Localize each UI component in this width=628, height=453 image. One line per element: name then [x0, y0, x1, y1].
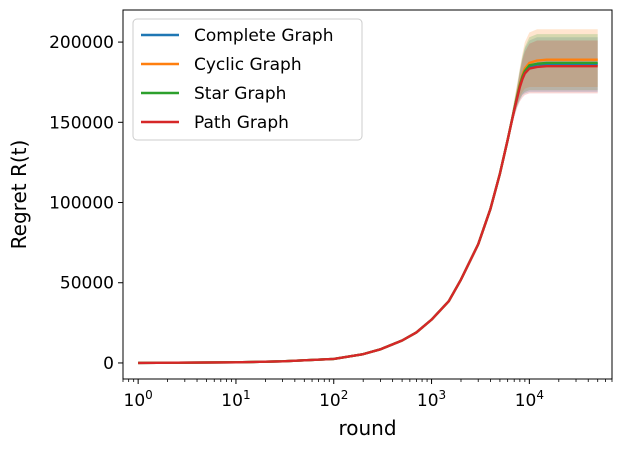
legend-box	[132, 18, 363, 141]
legend: Complete Graph Cyclic Graph Star Graph Path…	[132, 18, 363, 141]
x-axis-label: round	[338, 416, 396, 440]
x-tick-label: 103	[417, 388, 446, 411]
series-line-path-graph	[138, 64, 598, 365]
y-tick-label: 200000	[49, 33, 114, 53]
y-axis-label: Regret R(t)	[7, 140, 31, 250]
band-path-graph	[138, 40, 598, 363]
legend-label: Cyclic Graph	[194, 55, 302, 75]
plot-frame	[122, 9, 613, 380]
legend-label: Complete Graph	[194, 26, 333, 46]
y-tick-label: 150000	[49, 113, 114, 133]
x-tick-label: 100	[124, 388, 153, 411]
y-tick-label: 50000	[60, 274, 114, 294]
band-complete-graph	[138, 37, 598, 363]
axes: 0 50000 100000 150000 200000 100 101 102 103 104	[49, 9, 613, 411]
x-tick-label: 102	[319, 388, 348, 411]
y-tick-label: 100000	[49, 194, 114, 214]
x-tick-label: 104	[515, 388, 544, 411]
y-tick-label: 0	[103, 354, 114, 374]
legend-label: Path Graph	[194, 113, 289, 133]
legend-label: Star Graph	[194, 84, 286, 104]
series-lines	[138, 58, 598, 365]
x-tick-label: 101	[221, 388, 250, 411]
